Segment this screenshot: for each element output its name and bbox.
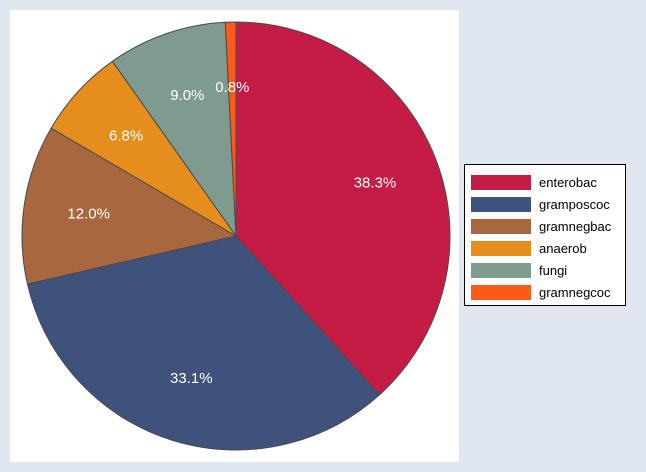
legend-label: fungi [539,262,568,278]
slice-value-label-gramnegcoc: 0.8% [215,79,249,96]
legend-label: anaerob [539,240,587,256]
legend-item-gramnegbac: gramnegbac [471,215,625,237]
legend-label: gramnegbac [539,218,612,234]
pie-slice-gramnegbac [21,127,238,285]
pie-slice-fungi [111,21,237,238]
slice-value-label-anaerob: 6.8% [109,127,143,144]
slice-value-label-gramposcoc: 33.1% [170,370,213,387]
legend-swatch [471,240,531,256]
pie-chart: 38.3% 33.1% 12.0% 6.8% 9.0% 0.8% [21,21,451,451]
legend-item-fungi: fungi [471,259,625,281]
legend-swatch [471,262,531,278]
pie-slice-gramposcoc [26,235,381,451]
legend-swatch [471,218,531,234]
legend-swatch [471,284,531,300]
legend-item-gramnegcoc: gramnegcoc [471,281,625,303]
legend-label: gramnegcoc [539,284,611,300]
pie-slice-gramnegcoc [224,21,237,237]
legend-swatch [471,196,531,212]
pie-slice-enterobac [235,21,451,396]
legend-item-anaerob: anaerob [471,237,625,259]
slice-value-label-enterobac: 38.3% [354,175,397,192]
legend-label: gramposcoc [539,196,610,212]
legend-label: enterobac [539,174,597,190]
legend-item-enterobac: enterobac [471,171,625,193]
legend-swatch [471,174,531,190]
legend-item-gramposcoc: gramposcoc [471,193,625,215]
slice-value-label-fungi: 9.0% [170,87,204,104]
legend: enterobac gramposcoc gramnegbac anaerob … [464,164,626,306]
plot-region: 38.3% 33.1% 12.0% 6.8% 9.0% 0.8% [10,10,459,462]
slice-value-label-gramnegbac: 12.0% [67,206,110,223]
